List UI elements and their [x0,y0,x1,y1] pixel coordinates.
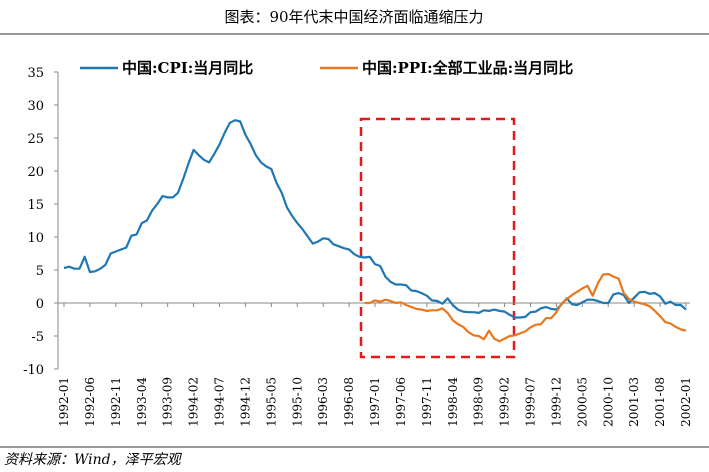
x-tick-label: 2001-08 [653,377,667,427]
x-tick-label: 1993-04 [135,377,149,427]
x-tick-label: 1998-04 [446,377,460,427]
y-tick-label: 20 [27,165,44,180]
x-tick-label: 1994-07 [213,377,227,427]
legend-label: 中国:PPI:全部工业品:当月同比 [362,59,573,77]
x-tick-label: 1997-11 [420,377,434,427]
x-tick-label: 1997-06 [394,377,408,427]
x-tick-label: 2000-10 [601,377,615,427]
x-tick-label: 1994-12 [238,377,252,427]
y-tick-label: 30 [27,99,44,114]
series-line [63,119,687,319]
x-tick-label: 1999-07 [524,377,538,427]
x-tick-label: 2002-01 [679,377,693,427]
y-tick-label: 25 [27,132,44,147]
y-tick-label: -5 [31,330,44,345]
x-tick-label: 1997-01 [368,377,382,427]
x-tick-label: 1992-06 [83,377,97,427]
x-tick-label: 1992-11 [109,377,123,427]
y-tick-label: 15 [27,198,44,213]
y-tick-label: 10 [27,231,44,246]
y-tick-label: 0 [36,297,44,312]
x-tick-label: 1995-10 [290,377,304,427]
y-tick-label: 5 [36,264,44,279]
source: 资料来源：Wind，泽平宏观 [4,452,183,468]
x-tick-label: 1996-03 [316,377,330,427]
series-line [364,272,687,343]
x-tick-label: 1992-01 [57,377,71,427]
x-tick-label: 1998-09 [472,377,486,427]
x-tick-label: 1994-02 [187,377,201,427]
highlight-box [359,117,516,359]
chart-title: 图表：90年代末中国经济面临通缩压力 [224,8,483,26]
x-tick-label: 1993-09 [161,377,175,427]
x-tick-label: 1999-12 [549,377,563,427]
x-tick-label: 1995-05 [264,377,278,427]
x-tick-label: 1999-02 [498,377,512,427]
x-tick-label: 2001-03 [627,377,641,427]
legend-label: 中国:CPI:当月同比 [122,59,253,77]
x-tick-label: 2000-05 [575,377,589,427]
y-tick-label: -10 [23,363,44,378]
x-tick-label: 1996-08 [342,377,356,427]
y-tick-label: 35 [27,66,44,81]
